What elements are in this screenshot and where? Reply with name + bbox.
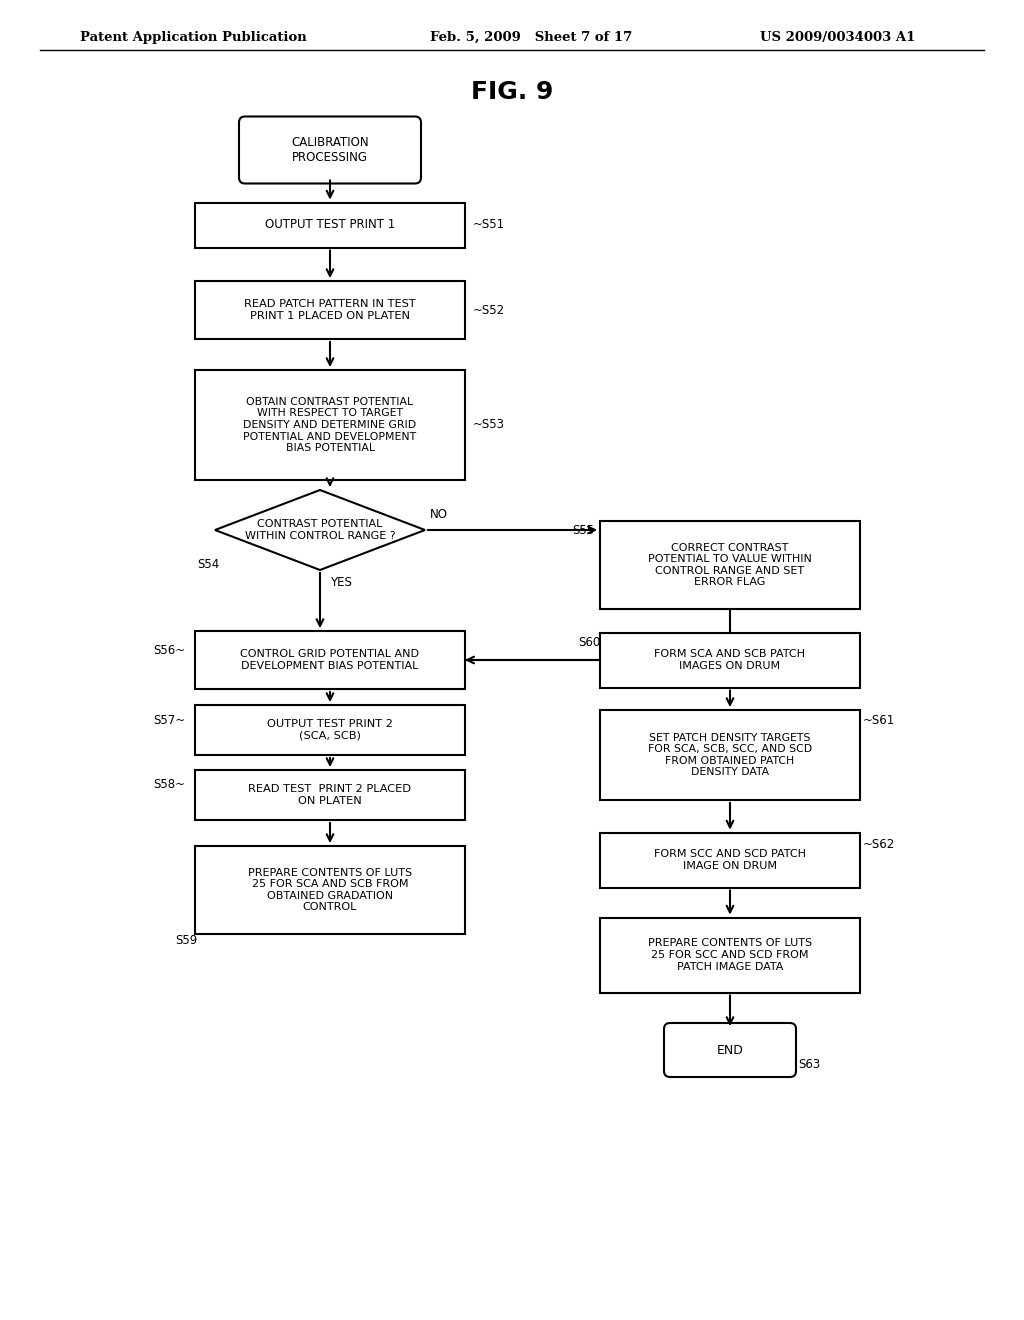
- Bar: [195, 846, 465, 935]
- Text: ~S53: ~S53: [473, 418, 505, 432]
- Text: NO: NO: [430, 508, 449, 521]
- Text: READ TEST  PRINT 2 PLACED
ON PLATEN: READ TEST PRINT 2 PLACED ON PLATEN: [249, 784, 412, 805]
- Text: S55: S55: [572, 524, 594, 536]
- Text: CALIBRATION
PROCESSING: CALIBRATION PROCESSING: [291, 136, 369, 164]
- Bar: [195, 370, 465, 480]
- Bar: [600, 632, 860, 688]
- Text: OUTPUT TEST PRINT 2
(SCA, SCB): OUTPUT TEST PRINT 2 (SCA, SCB): [267, 719, 393, 741]
- Text: ~S62: ~S62: [863, 838, 895, 851]
- Text: FORM SCA AND SCB PATCH
IMAGES ON DRUM: FORM SCA AND SCB PATCH IMAGES ON DRUM: [654, 649, 806, 671]
- Text: S57~: S57~: [153, 714, 185, 726]
- Text: CONTRAST POTENTIAL
WITHIN CONTROL RANGE ?: CONTRAST POTENTIAL WITHIN CONTROL RANGE …: [245, 519, 395, 541]
- Text: S56~: S56~: [153, 644, 185, 656]
- Text: PREPARE CONTENTS OF LUTS
25 FOR SCC AND SCD FROM
PATCH IMAGE DATA: PREPARE CONTENTS OF LUTS 25 FOR SCC AND …: [648, 939, 812, 972]
- Text: Feb. 5, 2009   Sheet 7 of 17: Feb. 5, 2009 Sheet 7 of 17: [430, 30, 632, 44]
- Text: S63: S63: [798, 1059, 820, 1072]
- Text: OBTAIN CONTRAST POTENTIAL
WITH RESPECT TO TARGET
DENSITY AND DETERMINE GRID
POTE: OBTAIN CONTRAST POTENTIAL WITH RESPECT T…: [244, 397, 417, 453]
- Bar: [195, 705, 465, 755]
- Text: FORM SCC AND SCD PATCH
IMAGE ON DRUM: FORM SCC AND SCD PATCH IMAGE ON DRUM: [654, 849, 806, 871]
- Text: SET PATCH DENSITY TARGETS
FOR SCA, SCB, SCC, AND SCD
FROM OBTAINED PATCH
DENSITY: SET PATCH DENSITY TARGETS FOR SCA, SCB, …: [648, 733, 812, 777]
- Text: CORRECT CONTRAST
POTENTIAL TO VALUE WITHIN
CONTROL RANGE AND SET
ERROR FLAG: CORRECT CONTRAST POTENTIAL TO VALUE WITH…: [648, 543, 812, 587]
- Text: ~S52: ~S52: [473, 304, 505, 317]
- Text: OUTPUT TEST PRINT 1: OUTPUT TEST PRINT 1: [265, 219, 395, 231]
- FancyBboxPatch shape: [239, 116, 421, 183]
- Text: S58~: S58~: [153, 779, 185, 792]
- FancyBboxPatch shape: [664, 1023, 796, 1077]
- Bar: [195, 202, 465, 248]
- Text: FIG. 9: FIG. 9: [471, 81, 553, 104]
- Text: CONTROL GRID POTENTIAL AND
DEVELOPMENT BIAS POTENTIAL: CONTROL GRID POTENTIAL AND DEVELOPMENT B…: [241, 649, 420, 671]
- Text: PREPARE CONTENTS OF LUTS
25 FOR SCA AND SCB FROM
OBTAINED GRADATION
CONTROL: PREPARE CONTENTS OF LUTS 25 FOR SCA AND …: [248, 867, 412, 912]
- Text: ~S61: ~S61: [863, 714, 895, 726]
- Text: READ PATCH PATTERN IN TEST
PRINT 1 PLACED ON PLATEN: READ PATCH PATTERN IN TEST PRINT 1 PLACE…: [244, 300, 416, 321]
- Bar: [195, 631, 465, 689]
- Bar: [195, 770, 465, 820]
- Bar: [195, 281, 465, 339]
- Text: S54: S54: [197, 558, 219, 572]
- Bar: [600, 710, 860, 800]
- Text: S60: S60: [578, 635, 600, 648]
- Bar: [600, 833, 860, 887]
- Text: Patent Application Publication: Patent Application Publication: [80, 30, 307, 44]
- Bar: [600, 521, 860, 609]
- Polygon shape: [215, 490, 425, 570]
- Bar: [600, 917, 860, 993]
- Text: ~S51: ~S51: [473, 219, 505, 231]
- Text: US 2009/0034003 A1: US 2009/0034003 A1: [760, 30, 915, 44]
- Text: YES: YES: [330, 576, 352, 589]
- Text: S59: S59: [175, 933, 198, 946]
- Text: END: END: [717, 1044, 743, 1056]
